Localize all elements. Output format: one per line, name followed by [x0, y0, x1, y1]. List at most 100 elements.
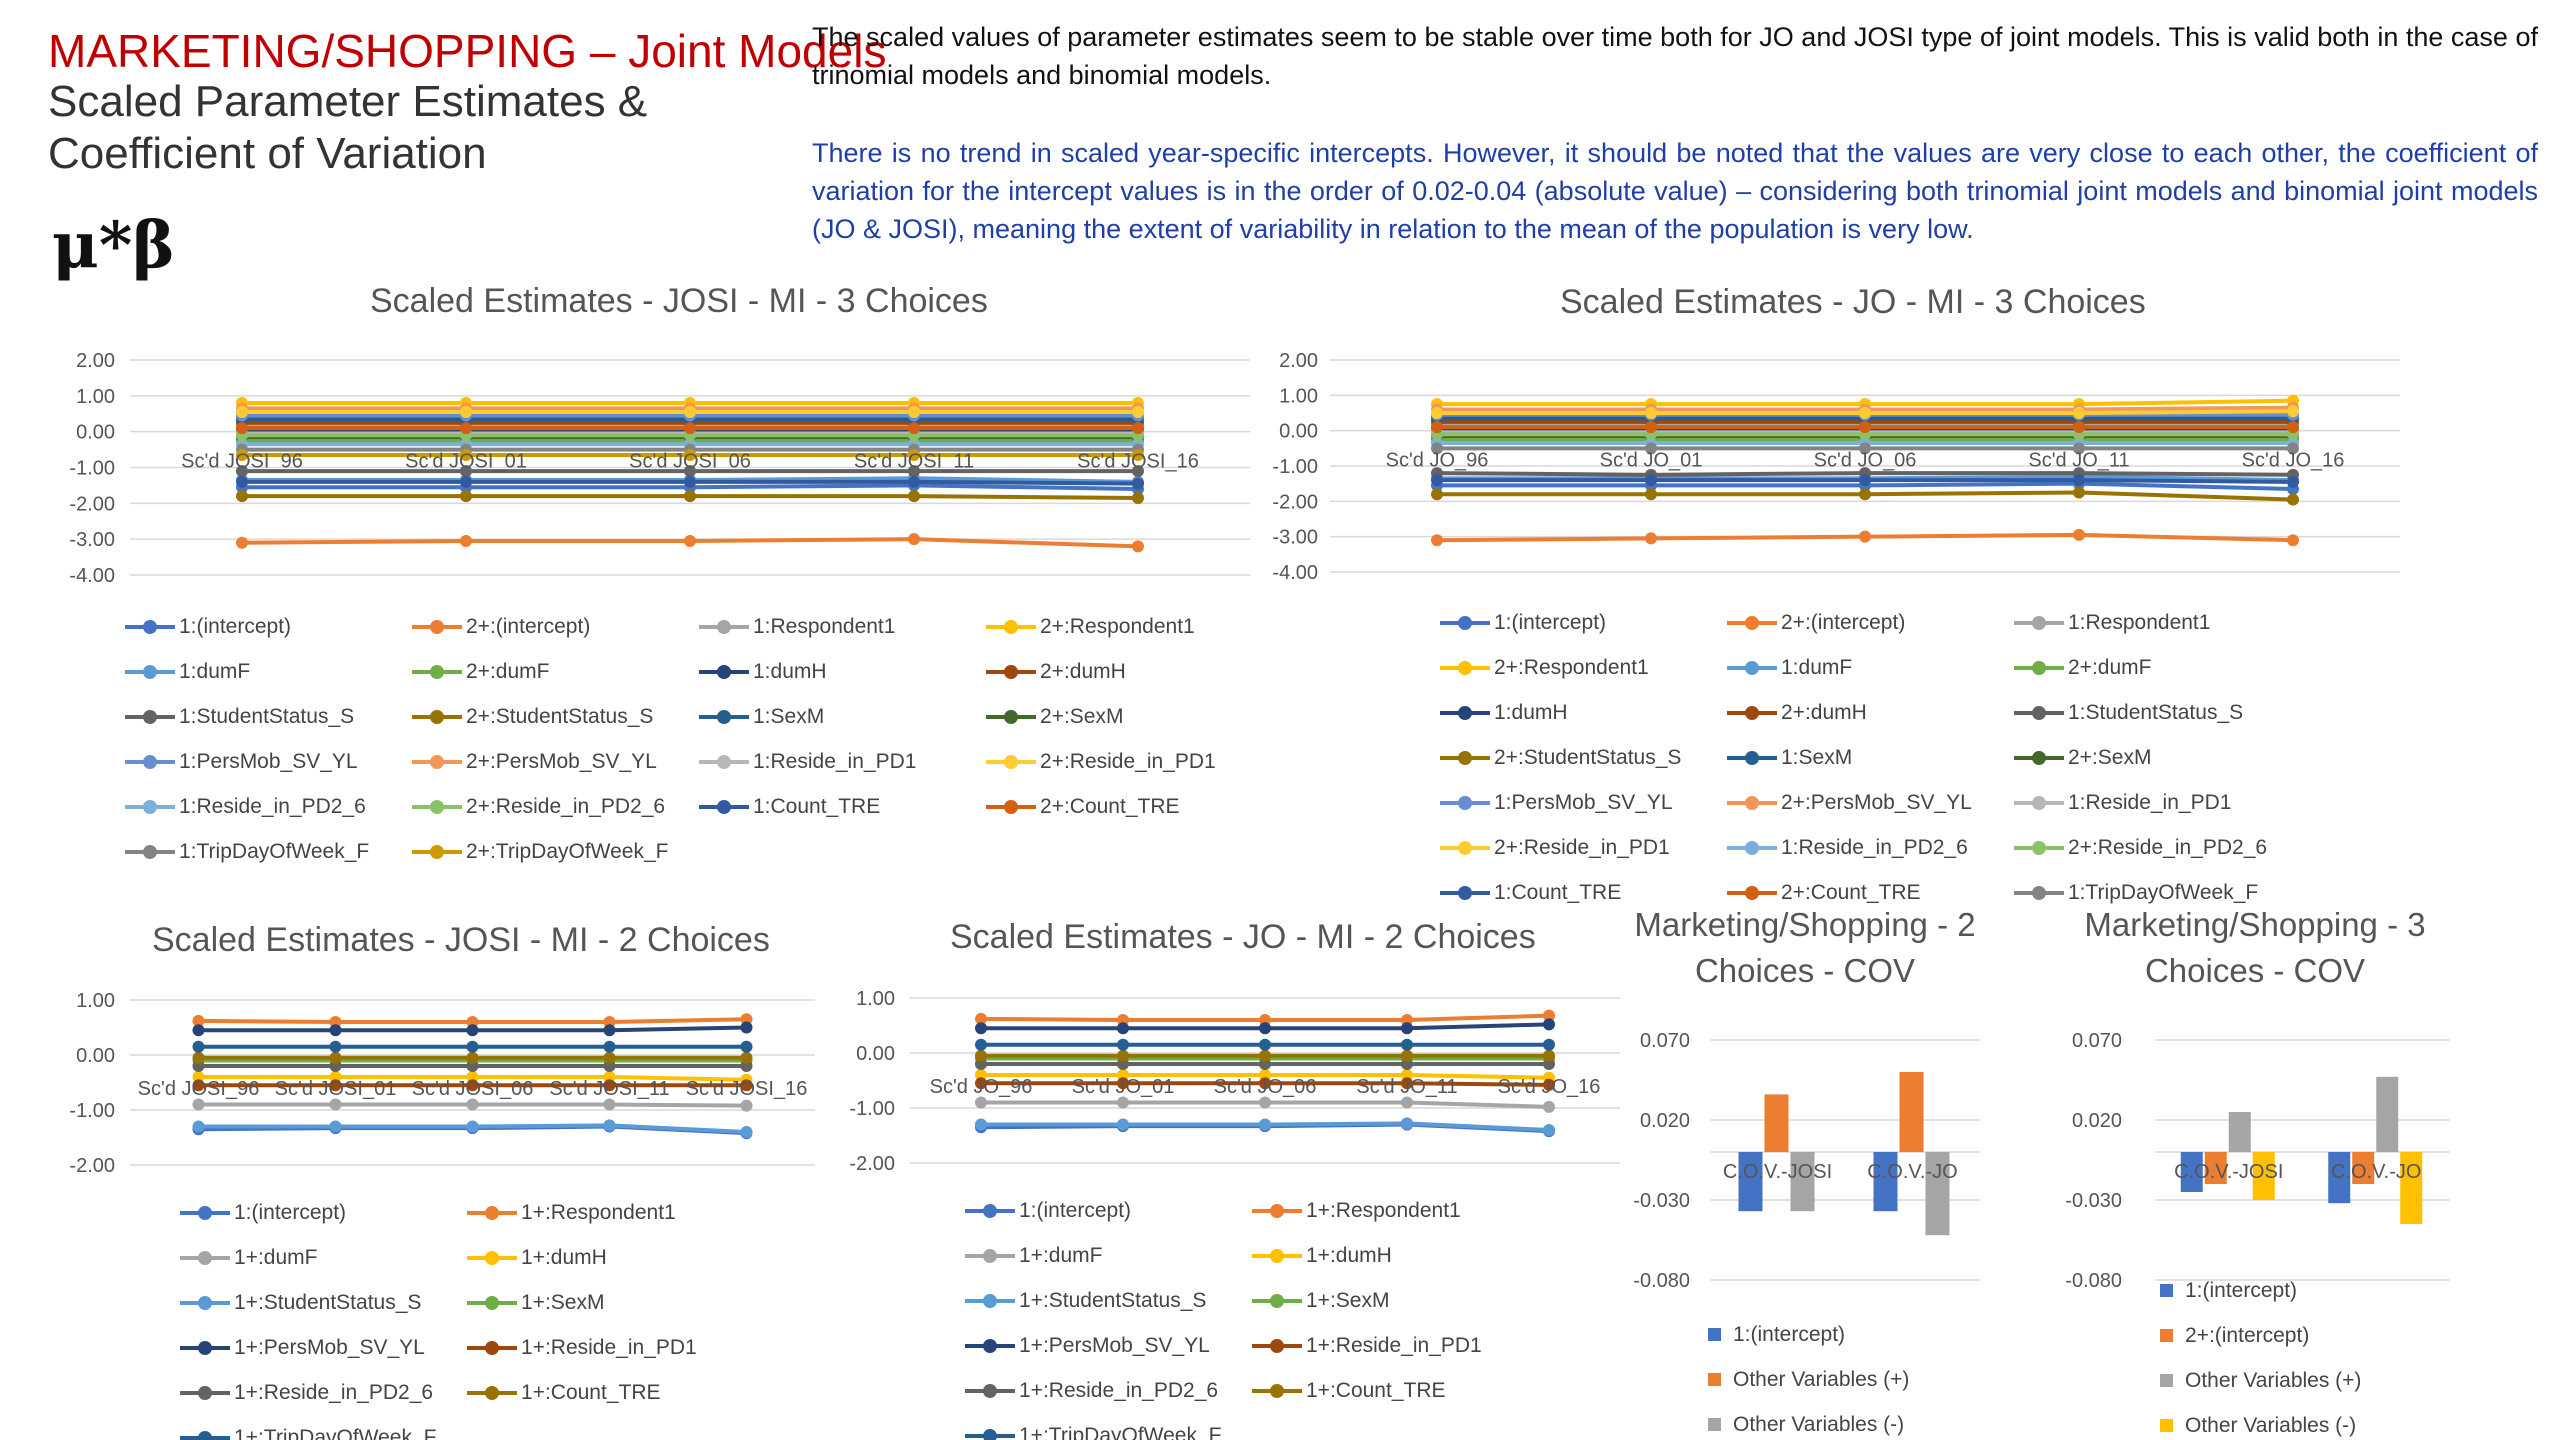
data-point: [192, 1071, 205, 1083]
legend-item: 1+:Reside_in_PD1: [467, 1325, 740, 1370]
legend-item: 1:StudentStatus_S: [2014, 690, 2287, 735]
data-point: [460, 534, 472, 547]
legend-label: 1+:PersMob_SV_YL: [234, 1335, 425, 1359]
x-category-label: Sc'd JOSI_16: [686, 1078, 808, 1100]
data-point: [975, 1069, 987, 1081]
legend-swatch-icon: [467, 1385, 517, 1400]
data-point: [466, 1051, 479, 1064]
legend-label: 1:Count_TRE: [753, 794, 881, 818]
bar: [2228, 1112, 2251, 1152]
legend-item: 1+:dumF: [965, 1233, 1238, 1278]
legend-item: 1+:Count_TRE: [1252, 1368, 1525, 1413]
legend-label: 1:(intercept): [2185, 1278, 2298, 1302]
data-point: [1259, 1038, 1271, 1051]
legend-josi-3: 1:(intercept) 2+:(intercept) 1:Respondent1…: [125, 604, 1259, 874]
legend-item: Other Variables (+): [1708, 1357, 1909, 1402]
legend-item: 1+:StudentStatus_S: [965, 1278, 1238, 1323]
data-point: [1401, 1096, 1413, 1109]
legend-label: 2+:Reside_in_PD2_6: [466, 794, 666, 818]
legend-swatch-icon: [125, 664, 175, 679]
data-point: [1401, 1038, 1413, 1051]
data-point: [1431, 534, 1443, 547]
data-point: [1859, 421, 1871, 434]
bar: [2252, 1152, 2275, 1200]
data-point: [1401, 1069, 1413, 1081]
legend-swatch-icon: [1727, 795, 1777, 810]
legend-item: 2+:dumF: [2014, 645, 2287, 690]
legend-label: Other Variables (-): [2185, 1413, 2357, 1437]
y-tick-label: -1.00: [69, 458, 115, 480]
data-point: [603, 1119, 616, 1132]
legend-item: 1:PersMob_SV_YL: [125, 739, 398, 784]
legend-item: 1+:TripDayOfWeek_F: [180, 1415, 453, 1440]
legend-swatch-icon: [412, 664, 462, 679]
data-point: [1259, 1022, 1271, 1035]
legend-swatch-icon: [2014, 840, 2064, 855]
data-point: [236, 475, 248, 488]
data-point: [329, 1120, 342, 1133]
legend-item: 2+:Reside_in_PD1: [1440, 825, 1713, 870]
data-point: [1543, 1049, 1555, 1062]
y-tick-label: 1.00: [1279, 385, 1318, 407]
x-category-label: Sc'd JOSI_16: [1077, 451, 1199, 473]
data-point: [975, 1012, 987, 1025]
legend-item: Other Variables (-): [2160, 1403, 2361, 1440]
y-tick-label: 0.070: [1640, 1030, 1690, 1052]
legend-label: 1:(intercept): [1494, 610, 1607, 634]
bar-chart-cov-2: 0.070 0.020 -0.030 -0.080 C.O.V.-JOSI C.O.V.-…: [1633, 1030, 1980, 1292]
legend-swatch-icon: [1708, 1328, 1721, 1341]
data-point: [236, 490, 248, 503]
legend-label: 1:Reside_in_PD1: [2068, 790, 2232, 814]
data-point: [192, 1079, 205, 1092]
data-point: [1132, 422, 1144, 435]
legend-label: 2+:(intercept): [1781, 610, 1906, 634]
legend-swatch-icon: [965, 1383, 1015, 1398]
y-tick-label: -4.00: [1272, 562, 1318, 584]
legend-label: 1:dumH: [753, 659, 827, 683]
data-point: [1431, 488, 1443, 501]
data-point: [1401, 1022, 1413, 1035]
data-point: [1645, 474, 1657, 487]
legend-swatch-icon: [2014, 885, 2064, 900]
legend-item: 1:(intercept): [180, 1190, 453, 1235]
legend-swatch-icon: [699, 709, 749, 724]
legend-label: 2+:SexM: [2068, 745, 2152, 769]
data-point: [603, 1071, 616, 1083]
legend-label: 2+:dumF: [466, 659, 550, 683]
legend-swatch-icon: [1440, 885, 1490, 900]
legend-swatch-icon: [1252, 1383, 1302, 1398]
legend-item: 2+:Count_TRE: [986, 784, 1259, 829]
x-category-label: Sc'd JOSI_01: [405, 451, 527, 473]
legend-swatch-icon: [1708, 1373, 1721, 1386]
legend-swatch-icon: [1252, 1203, 1302, 1218]
x-category-label: C.O.V.-JOSI: [2174, 1161, 2283, 1183]
data-point: [2287, 534, 2299, 547]
chart-title-josi-3: Scaled Estimates - JOSI - MI - 3 Choices: [370, 282, 988, 320]
y-tick-label: -0.030: [2065, 1190, 2122, 1212]
legend-label: 1:Respondent1: [2068, 610, 2211, 634]
x-category-label: Sc'd JO_01: [1600, 450, 1703, 472]
legend-item: 1+:StudentStatus_S: [180, 1280, 453, 1325]
data-point: [1859, 488, 1871, 501]
data-point: [603, 1051, 616, 1064]
legend-swatch-icon: [965, 1293, 1015, 1308]
legend-label: 1+:dumF: [1019, 1243, 1103, 1267]
legend-item: 1:(intercept): [125, 604, 398, 649]
legend-label: 1:PersMob_SV_YL: [1494, 790, 1673, 814]
data-point: [466, 1016, 479, 1028]
y-tick-label: 0.00: [76, 422, 115, 444]
legend-item: 1:dumF: [1727, 645, 2000, 690]
legend-swatch-icon: [1727, 840, 1777, 855]
bar: [1764, 1094, 1789, 1152]
legend-label: 1:Reside_in_PD2_6: [179, 794, 366, 818]
bar: [2204, 1152, 2227, 1184]
subtitle-line-1: Scaled Parameter Estimates &: [48, 77, 648, 126]
legend-item: 1:Reside_in_PD1: [2014, 780, 2287, 825]
legend-label: 1+:Count_TRE: [1306, 1378, 1446, 1402]
data-point: [329, 1016, 342, 1028]
legend-item: 1:dumH: [1440, 690, 1713, 735]
legend-swatch-icon: [699, 619, 749, 634]
legend-item: 2+:Respondent1: [1440, 645, 1713, 690]
data-point: [1259, 1049, 1271, 1062]
x-category-label: Sc'd JOSI_01: [275, 1078, 397, 1100]
